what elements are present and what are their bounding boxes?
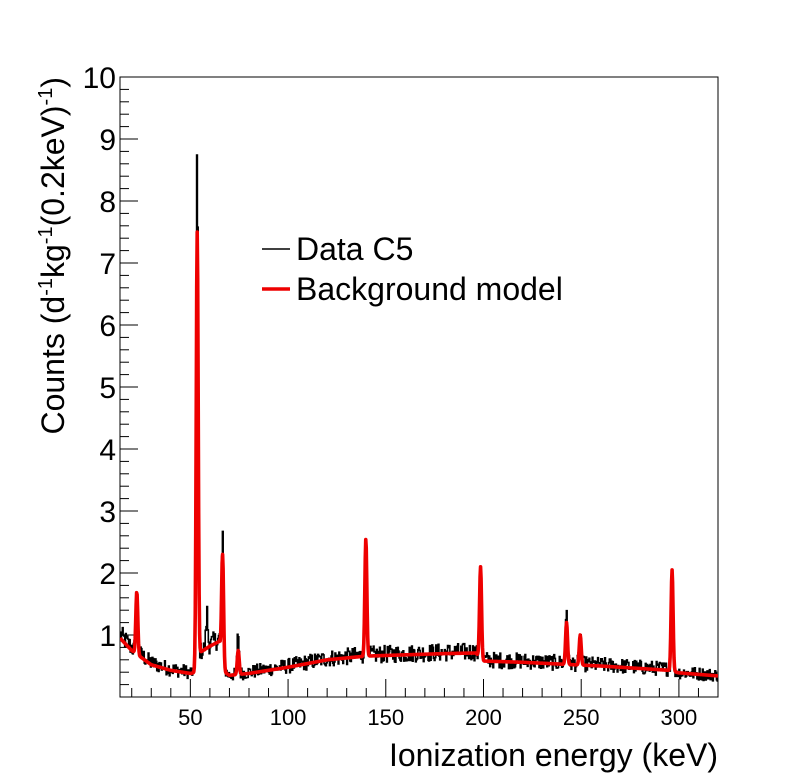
y-tick-label: 4 bbox=[99, 434, 116, 467]
series-background-model bbox=[120, 230, 718, 678]
y-tick-label: 3 bbox=[99, 496, 116, 529]
x-axis-title: Ionization energy (keV) bbox=[389, 737, 718, 773]
x-tick-label: 50 bbox=[178, 705, 202, 730]
x-tick-label: 300 bbox=[661, 705, 698, 730]
y-tick-label: 8 bbox=[99, 186, 116, 219]
y-tick-label: 6 bbox=[99, 310, 116, 343]
y-tick-label: 2 bbox=[99, 558, 116, 591]
axis-ticks bbox=[120, 76, 719, 698]
x-tick-label: 150 bbox=[367, 705, 404, 730]
series-data-c5 bbox=[120, 154, 718, 682]
y-tick-label: 7 bbox=[99, 248, 116, 281]
y-tick-label: 9 bbox=[99, 124, 116, 157]
x-tick-label: 100 bbox=[270, 705, 307, 730]
y-tick-labels: 1 2 3 4 5 6 7 8 9 10 bbox=[83, 62, 116, 653]
x-tick-label: 250 bbox=[563, 705, 600, 730]
plot-frame bbox=[119, 76, 719, 698]
y-tick-label: 5 bbox=[99, 372, 116, 405]
legend-label-background-model: Background model bbox=[296, 271, 563, 307]
x-tick-label: 200 bbox=[465, 705, 502, 730]
legend: Data C5 Background model bbox=[262, 231, 563, 307]
y-tick-label: 1 bbox=[99, 620, 116, 653]
y-axis-title: Counts (d-1kg-1(0.2keV)-1) bbox=[35, 77, 71, 435]
legend-label-data-c5: Data C5 bbox=[296, 231, 413, 267]
y-tick-label: 10 bbox=[83, 62, 116, 95]
x-tick-labels: 50 100 150 200 250 300 bbox=[178, 705, 697, 730]
